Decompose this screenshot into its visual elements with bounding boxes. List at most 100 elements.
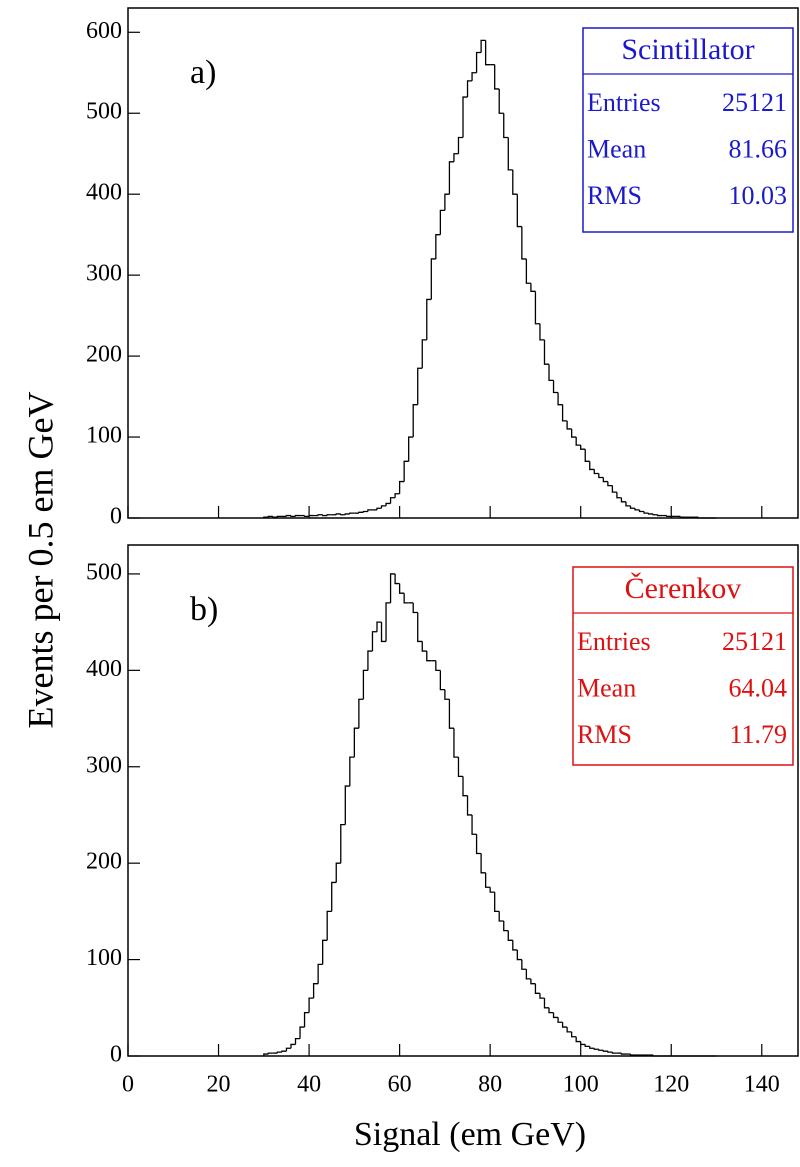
histogram-bin	[367, 650, 373, 671]
histogram-bin	[643, 511, 649, 514]
x-tick-label: 80	[478, 1072, 502, 1098]
histogram-bin	[349, 756, 355, 787]
histogram-bin	[534, 983, 540, 994]
x-axis-label: Signal (em GeV)	[354, 1116, 586, 1153]
histogram-bin	[489, 887, 495, 893]
histogram-bin	[475, 51, 482, 73]
histogram-bin	[589, 1046, 595, 1049]
histogram-bin	[494, 64, 500, 90]
histogram-bin	[294, 1038, 301, 1045]
x-tick-label: 100	[563, 1072, 599, 1098]
y-tick-label: 100	[86, 423, 122, 449]
histogram-bin	[326, 910, 332, 941]
panel-label: a)	[190, 54, 216, 91]
histogram-bin	[362, 669, 368, 700]
histogram-bin	[507, 930, 513, 941]
y-tick-label: 400	[86, 656, 122, 682]
histogram-bin	[303, 1011, 310, 1028]
histogram-bin	[521, 226, 527, 260]
x-tick-label: 0	[122, 1072, 134, 1098]
histogram-bin	[561, 1022, 568, 1028]
histogram-bin	[647, 513, 654, 515]
histogram-bin	[507, 137, 513, 171]
histogram-bin	[344, 513, 350, 515]
histogram-bin	[439, 209, 445, 235]
histogram-bin	[652, 1055, 658, 1057]
histogram-bin	[308, 514, 314, 517]
histogram-bin	[435, 234, 441, 259]
y-axis-label: Events per 0.5 em GeV	[20, 392, 60, 729]
histogram-bin	[557, 392, 563, 406]
histogram-bin	[480, 853, 486, 874]
stats-title: Scintillator	[621, 33, 754, 66]
histogram-bin	[666, 515, 672, 518]
histogram-bin	[484, 40, 491, 66]
histogram-bin	[358, 698, 364, 729]
histogram-bin	[475, 834, 482, 855]
histogram-bin	[448, 161, 454, 195]
histogram-bin	[385, 602, 391, 642]
histogram-bin	[444, 689, 450, 700]
histogram-bin	[570, 428, 577, 438]
histogram-bin	[294, 514, 301, 517]
histogram-bin	[398, 480, 405, 494]
plot-frame	[127, 544, 799, 1057]
histogram-bin	[634, 508, 640, 511]
histogram-bin	[616, 492, 622, 499]
histogram-bin	[308, 997, 314, 1013]
histogram-bin	[435, 660, 441, 671]
histogram-bin	[503, 921, 509, 932]
histogram-bin	[580, 1041, 586, 1046]
histogram-bin	[580, 445, 586, 450]
histogram-bin	[421, 339, 427, 369]
histogram-bin	[272, 516, 278, 518]
histogram-bin	[430, 258, 436, 300]
histogram-bin	[625, 501, 631, 507]
histogram-bin	[426, 298, 432, 340]
histogram-bin	[548, 364, 554, 382]
histogram-bin	[589, 461, 595, 471]
histogram-bin	[380, 622, 387, 643]
stats-label: Entries	[587, 88, 661, 117]
histogram-bin	[367, 509, 373, 512]
histogram-bin	[426, 651, 432, 662]
stats-label: RMS	[587, 181, 642, 210]
histogram-bin	[398, 583, 405, 594]
histogram-bin	[525, 969, 531, 980]
histogram-bin	[317, 963, 323, 984]
histogram-bin	[322, 939, 328, 965]
histogram-bin	[539, 323, 545, 341]
y-tick-label: 400	[86, 180, 122, 206]
histogram-bin	[299, 1026, 305, 1039]
histogram-bin	[638, 509, 645, 513]
y-tick-label: 300	[86, 261, 122, 287]
y-tick-label: 100	[86, 945, 122, 971]
histogram-bin	[602, 477, 608, 483]
histogram-bin	[385, 502, 391, 506]
histogram-bin	[358, 511, 364, 514]
stats-label: Mean	[587, 134, 646, 163]
histogram-bin	[512, 169, 518, 195]
histogram-bin	[471, 814, 477, 835]
histogram-bin	[607, 481, 613, 487]
histogram-bin	[552, 380, 559, 394]
x-tick-label: 20	[207, 1072, 231, 1098]
stats-box	[572, 566, 794, 766]
histogram-bin	[389, 573, 396, 603]
histogram-bin	[312, 983, 319, 999]
histogram-bin	[335, 862, 341, 883]
y-tick-label: 500	[86, 559, 122, 585]
histogram-bin	[344, 785, 350, 825]
histogram-bin	[453, 153, 459, 162]
x-tick-label: 40	[297, 1072, 321, 1098]
histogram-bin	[457, 136, 463, 154]
y-tick-label: 300	[86, 752, 122, 778]
stats-box	[582, 27, 794, 233]
histogram-bin	[276, 1051, 282, 1054]
plot-frame	[127, 7, 799, 519]
histogram-bin	[566, 1027, 572, 1033]
histogram-bin	[575, 437, 581, 446]
histogram-bin	[652, 513, 658, 516]
histogram-bin	[539, 993, 545, 999]
